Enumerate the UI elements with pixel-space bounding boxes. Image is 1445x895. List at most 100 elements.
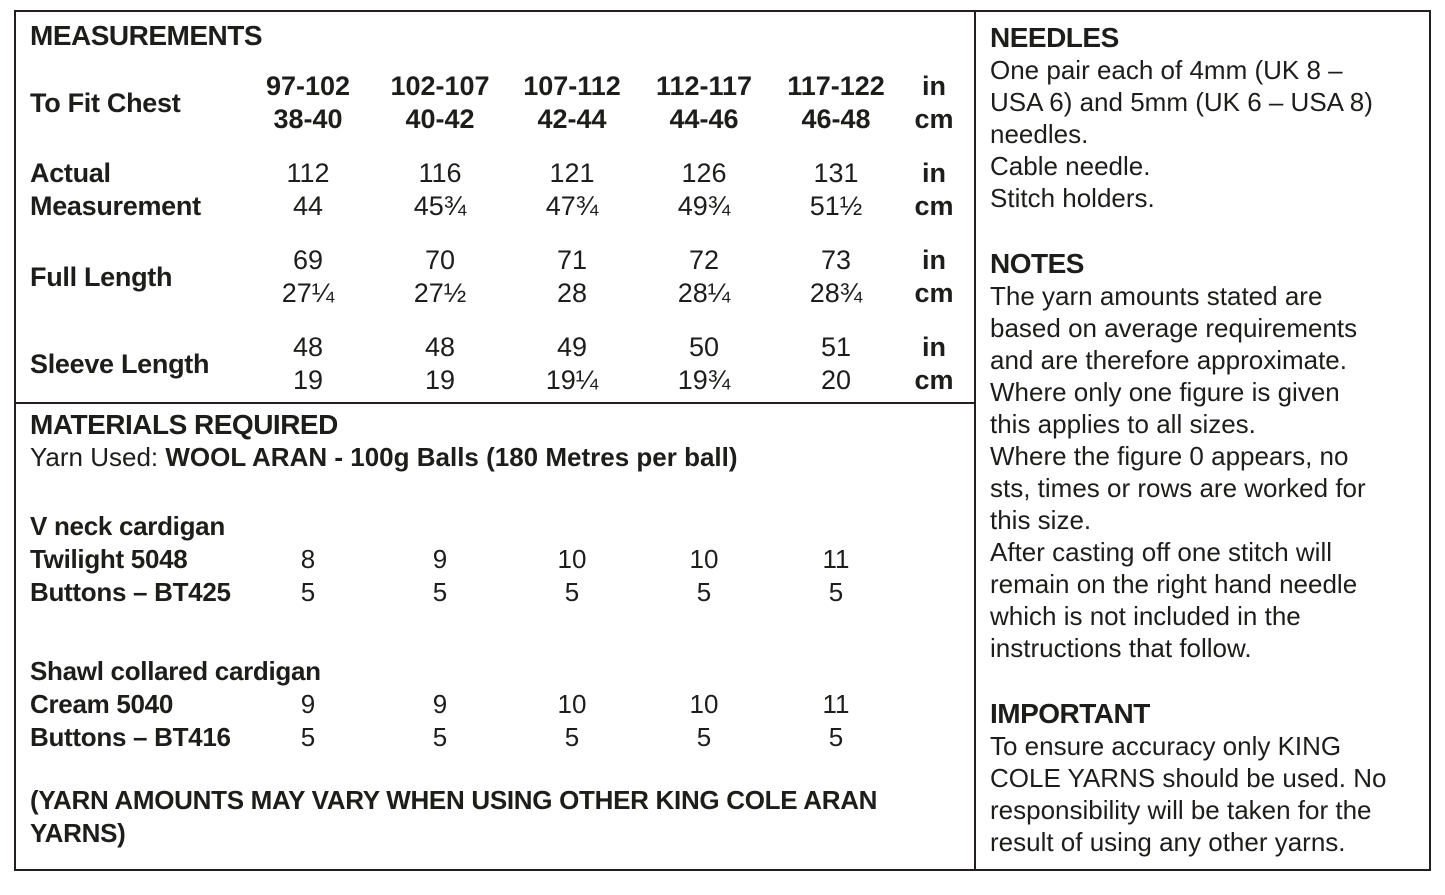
- ball-count: 8: [300, 544, 316, 574]
- size-value: 19: [424, 365, 456, 395]
- button-count: 5: [300, 722, 316, 752]
- row-line-in: 69 70 71 72 73 in: [242, 244, 966, 277]
- group-heading-v-neck-cardigan: V neck cardigan: [30, 511, 225, 541]
- button-count: 5: [432, 722, 448, 752]
- ball-count: 10: [689, 544, 719, 574]
- ball-count: 9: [432, 544, 448, 574]
- yarn-used-line: Yarn Used: WOOL ARAN - 100g Balls (180 M…: [30, 441, 960, 474]
- row-line-in: 48 48 49 50 51 in: [242, 331, 966, 364]
- size-value: 97-102: [265, 71, 351, 101]
- important-section: IMPORTANT To ensure accuracy only KING CO…: [990, 698, 1419, 858]
- row-lines: 97-102 102-107 107-112 112-117 117-122 i…: [242, 70, 966, 136]
- size-value: 71: [556, 245, 588, 275]
- row-label-line: To Fit Chest: [30, 87, 181, 118]
- row-label-line: Sleeve Length: [30, 348, 210, 379]
- row-line-in: 112 116 121 126 131 in: [242, 157, 966, 190]
- size-value: 28¼: [677, 278, 731, 308]
- row-lines: 48 48 49 50 51 in 19 19 19¼ 19¾ 20 cm: [242, 331, 966, 397]
- row-lines: 69 70 71 72 73 in 27¼ 27½ 28 28¼ 28¾ cm: [242, 244, 966, 310]
- size-value: 46-48: [801, 104, 871, 134]
- ball-count: 9: [300, 689, 316, 719]
- materials-row-label: Cream 5040: [30, 689, 173, 719]
- size-value: 51: [820, 332, 852, 362]
- size-value: 47¾: [545, 191, 599, 221]
- row-line-cm: 38-40 40-42 42-44 44-46 46-48 cm: [242, 103, 966, 136]
- notes-section: NOTES The yarn amounts stated are based o…: [990, 248, 1419, 664]
- unit-label: cm: [914, 365, 954, 395]
- unit-label: cm: [914, 278, 954, 308]
- size-value: 44-46: [669, 104, 739, 134]
- measurement-row-full-length: Full Length 69 70 71 72 73 in 27¼ 27½ 28: [30, 244, 974, 310]
- materials-row-label: Twilight 5048: [30, 544, 188, 574]
- size-value: 116: [418, 158, 462, 188]
- measurements-title: MEASUREMENTS: [30, 20, 263, 51]
- row-label-line: Measurement: [30, 191, 201, 221]
- unit-label: cm: [914, 104, 954, 134]
- row-line-in: 97-102 102-107 107-112 112-117 117-122 i…: [242, 70, 966, 103]
- materials-row-label: Buttons – BT425: [30, 577, 231, 607]
- size-value: 44: [292, 191, 324, 221]
- ball-count: 9: [432, 689, 448, 719]
- materials-title: MATERIALS REQUIRED: [30, 409, 338, 440]
- row-line-cm: 27¼ 27½ 28 28¼ 28¾ cm: [242, 277, 966, 310]
- size-value: 45¾: [413, 191, 467, 221]
- size-value: 48: [292, 332, 324, 362]
- materials-section: MATERIALS REQUIRED Yarn Used: WOOL ARAN …: [16, 404, 974, 869]
- important-text: To ensure accuracy only KING COLE YARNS s…: [990, 731, 1387, 857]
- row-label: Full Length: [30, 244, 242, 310]
- size-value: 27½: [413, 278, 467, 308]
- button-count: 5: [564, 577, 580, 607]
- materials-row-values: 8 9 10 10 11: [242, 543, 902, 576]
- size-value: 49¾: [677, 191, 731, 221]
- size-value: 28: [556, 278, 588, 308]
- size-value: 19¼: [545, 365, 599, 395]
- size-value: 42-44: [537, 104, 607, 134]
- unit-label: in: [922, 332, 946, 362]
- unit-label: cm: [914, 191, 954, 221]
- notes-title: NOTES: [990, 248, 1084, 279]
- row-label-line: Full Length: [30, 261, 173, 292]
- size-value: 50: [688, 332, 720, 362]
- row-line-cm: 44 45¾ 47¾ 49¾ 51½ cm: [242, 190, 966, 223]
- right-column: NEEDLES One pair each of 4mm (UK 8 – USA …: [976, 12, 1429, 869]
- materials-row-values: 5 5 5 5 5: [242, 721, 902, 754]
- button-count: 5: [696, 577, 712, 607]
- needles-title: NEEDLES: [990, 22, 1119, 53]
- materials-row-buttons-bt425: Buttons – BT425 5 5 5 5 5: [30, 576, 960, 609]
- pattern-sheet: MEASUREMENTS To Fit Chest 97-102 102-107…: [14, 10, 1431, 871]
- button-count: 5: [828, 577, 844, 607]
- unit-label: in: [922, 245, 946, 275]
- size-value: 28¾: [809, 278, 863, 308]
- size-value: 72: [688, 245, 720, 275]
- size-value: 20: [820, 365, 852, 395]
- size-value: 19¾: [677, 365, 731, 395]
- materials-row-values: 9 9 10 10 11: [242, 688, 902, 721]
- ball-count: 10: [557, 544, 587, 574]
- size-value: 19: [292, 365, 324, 395]
- notes-text: The yarn amounts stated are based on aver…: [990, 281, 1366, 663]
- materials-row-cream: Cream 5040 9 9 10 10 11: [30, 688, 960, 721]
- size-value: 70: [424, 245, 456, 275]
- size-value: 40-42: [405, 104, 475, 134]
- size-value: 112-117: [655, 71, 753, 101]
- measurement-row-actual-measurement: Actual Measurement 112 116 121 126 131 i…: [30, 157, 974, 223]
- ball-count: 10: [557, 689, 587, 719]
- materials-row-twilight: Twilight 5048 8 9 10 10 11: [30, 543, 960, 576]
- row-lines: 112 116 121 126 131 in 44 45¾ 47¾ 49¾ 51…: [242, 157, 966, 223]
- row-label-line: Actual: [30, 158, 111, 188]
- size-value: 27¼: [281, 278, 335, 308]
- size-value: 126: [681, 158, 727, 188]
- button-count: 5: [300, 577, 316, 607]
- row-label: Actual Measurement: [30, 157, 242, 223]
- size-value: 69: [292, 245, 324, 275]
- ball-count: 11: [822, 689, 850, 719]
- materials-row-values: 5 5 5 5 5: [242, 576, 902, 609]
- yarn-used-label: Yarn Used:: [30, 442, 159, 472]
- important-title: IMPORTANT: [990, 698, 1150, 729]
- button-count: 5: [828, 722, 844, 752]
- size-value: 38-40: [273, 104, 343, 134]
- button-count: 5: [564, 722, 580, 752]
- needles-section: NEEDLES One pair each of 4mm (UK 8 – USA …: [990, 22, 1419, 214]
- size-value: 51½: [809, 191, 863, 221]
- row-label: Sleeve Length: [30, 331, 242, 397]
